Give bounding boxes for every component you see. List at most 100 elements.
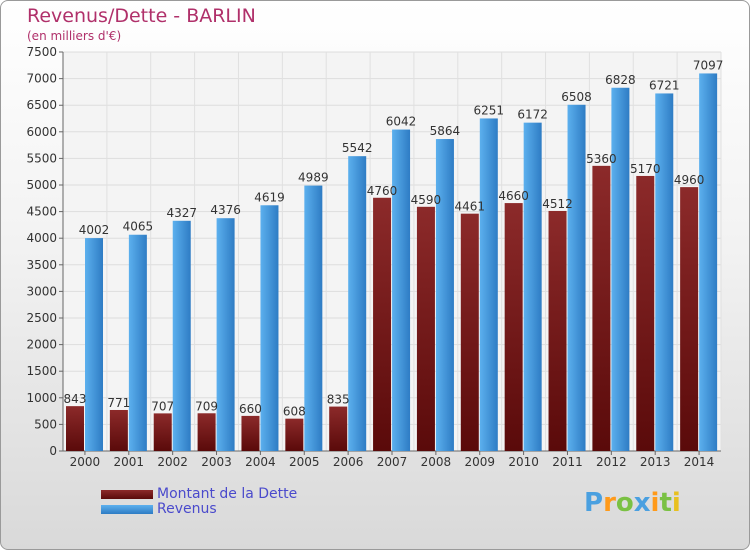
data-label-dette-2005: 608: [283, 405, 306, 419]
chart-subtitle: (en milliers d'€): [27, 29, 122, 43]
data-label-revenus-2007: 6042: [386, 115, 417, 129]
data-label-dette-2006: 835: [327, 393, 350, 407]
data-label-dette-2008: 4590: [411, 193, 442, 207]
bar-dette-2002: [153, 413, 172, 451]
data-label-revenus-2005: 4989: [298, 171, 329, 185]
x-tick-label: 2001: [114, 455, 145, 469]
y-tick-label: 4500: [26, 205, 57, 219]
data-label-dette-2000: 843: [64, 392, 87, 406]
bar-revenus-2005: [304, 185, 323, 451]
logo-letter: i: [650, 488, 660, 518]
plot-area: [63, 52, 721, 451]
data-label-revenus-2011: 6508: [561, 90, 592, 104]
bar-dette-2000: [66, 406, 84, 451]
x-tick-label: 2012: [596, 455, 627, 469]
y-tick-label: 6500: [26, 98, 57, 112]
y-tick-label: 6000: [26, 125, 57, 139]
data-label-revenus-2009: 6251: [474, 103, 505, 117]
bar-revenus-2010: [523, 122, 542, 451]
logo-letter: t: [659, 488, 672, 518]
x-tick-label: 2006: [333, 455, 364, 469]
x-tick-label: 2008: [421, 455, 452, 469]
data-label-revenus-2001: 4065: [123, 220, 154, 234]
y-tick-label: 2000: [26, 338, 57, 352]
y-tick-label: 3500: [26, 258, 57, 272]
logo-letter: i: [671, 488, 681, 518]
data-label-dette-2012: 5360: [586, 152, 617, 166]
x-tick-label: 2000: [70, 455, 101, 469]
legend-swatch-revenus: [101, 505, 153, 514]
x-tick-label: 2004: [245, 455, 276, 469]
data-label-revenus-2004: 4619: [254, 190, 285, 204]
data-label-revenus-2012: 6828: [605, 73, 636, 87]
bar-dette-2007: [373, 197, 392, 451]
proxiti-logo: Proxiti: [584, 488, 681, 518]
data-label-dette-2009: 4461: [455, 200, 486, 214]
y-tick-label: 500: [34, 417, 57, 431]
bar-revenus-2013: [655, 93, 674, 451]
x-tick-label: 2003: [201, 455, 232, 469]
bar-revenus-2004: [260, 205, 279, 451]
data-label-dette-2013: 5170: [630, 162, 661, 176]
data-label-revenus-2002: 4327: [166, 206, 197, 220]
bar-dette-2010: [504, 203, 523, 451]
y-tick-label: 1500: [26, 364, 57, 378]
y-tick-label: 5000: [26, 178, 57, 192]
bar-revenus-2000: [85, 238, 103, 451]
bar-revenus-2014: [699, 73, 718, 451]
data-label-dette-2002: 707: [151, 399, 174, 413]
x-tick-label: 2009: [464, 455, 495, 469]
logo-letter: r: [603, 488, 616, 518]
y-tick-label: 1000: [26, 391, 57, 405]
y-tick-label: 5500: [26, 151, 57, 165]
bar-dette-2011: [548, 210, 567, 451]
bar-dette-2014: [680, 187, 699, 452]
y-tick-label: 3000: [26, 284, 57, 298]
bar-revenus-2007: [392, 129, 411, 451]
logo-letter: o: [615, 488, 634, 518]
bar-revenus-2008: [435, 139, 454, 451]
data-label-dette-2007: 4760: [367, 184, 398, 198]
y-tick-label: 2500: [26, 311, 57, 325]
bar-dette-2001: [109, 409, 128, 451]
data-label-dette-2010: 4660: [498, 189, 529, 203]
data-label-dette-2011: 4512: [542, 197, 573, 211]
bar-dette-2013: [636, 175, 655, 451]
bar-dette-2005: [285, 418, 304, 451]
x-tick-label: 2002: [157, 455, 188, 469]
y-tick-label: 7000: [26, 72, 57, 86]
data-label-dette-2003: 709: [195, 399, 218, 413]
x-tick-label: 2014: [684, 455, 715, 469]
bar-dette-2006: [329, 406, 348, 451]
data-label-revenus-2008: 5864: [430, 124, 461, 138]
logo-letter: x: [633, 488, 651, 518]
data-label-revenus-2014: 7097: [693, 58, 724, 72]
bar-revenus-2002: [172, 220, 191, 451]
x-tick-label: 2007: [377, 455, 408, 469]
bar-revenus-2006: [348, 156, 367, 452]
legend-swatch-dette: [101, 490, 153, 499]
bar-dette-2004: [241, 415, 260, 451]
chart-title: Revenus/Dette - BARLIN: [27, 5, 256, 27]
data-label-revenus-2003: 4376: [210, 203, 241, 217]
bar-dette-2003: [197, 413, 216, 451]
logo-letter: P: [584, 488, 604, 518]
data-label-dette-2014: 4960: [674, 173, 705, 187]
data-label-revenus-2006: 5542: [342, 141, 373, 155]
y-tick-label: 7500: [26, 45, 57, 59]
bar-revenus-2012: [611, 87, 630, 451]
y-tick-label: 4000: [26, 231, 57, 245]
data-label-revenus-2013: 6721: [649, 78, 680, 92]
data-label-revenus-2000: 4002: [79, 223, 110, 237]
bar-revenus-2009: [479, 118, 498, 451]
bar-revenus-2001: [128, 234, 147, 451]
legend-label-dette: Montant de la Dette: [157, 486, 298, 502]
x-tick-label: 2011: [552, 455, 583, 469]
data-label-dette-2004: 660: [239, 402, 262, 416]
bar-dette-2008: [416, 206, 435, 451]
data-label-revenus-2010: 6172: [517, 108, 548, 122]
x-tick-label: 2013: [640, 455, 671, 469]
data-label-dette-2001: 771: [107, 396, 130, 410]
